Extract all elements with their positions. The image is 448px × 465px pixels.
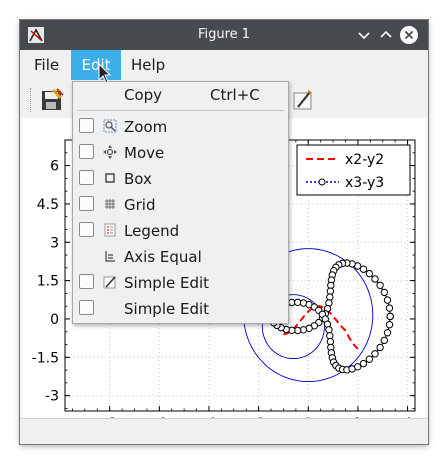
menu-bar: File Edit Help [20,50,428,80]
legend-label-x2y2: x2-y2 [345,152,384,168]
copy-shortcut: Ctrl+C [210,86,260,104]
copy-label: Copy [124,86,162,104]
edit-plot-icon[interactable] [290,87,316,113]
box-icon [103,171,117,185]
grid-checkbox[interactable] [79,196,94,211]
zoom-checkbox[interactable] [79,118,94,133]
status-bar [20,418,428,444]
series-x3-y3-marker [386,322,392,328]
axis-equal-label: Axis Equal [124,248,202,266]
menu-file[interactable]: File [27,50,66,80]
save-icon[interactable] [39,87,65,113]
series-x3-y3-marker [327,333,333,339]
series-x3-y3-marker [366,270,372,276]
y-tick-label: 6 [50,159,59,175]
menu-item-move[interactable]: Move [73,140,288,166]
series-x3-y3-marker [327,288,333,294]
menu-item-simple-edit[interactable]: Simple Edit [73,270,288,296]
menu-item-axis-equal[interactable]: Axis Equal [73,244,288,270]
series-x3-y3-marker [387,313,393,319]
close-icon[interactable] [398,24,420,46]
minimize-icon[interactable] [353,24,375,46]
axis-equal-icon [103,249,117,263]
series-x3-y3-marker [326,327,332,333]
menu-separator [77,110,284,111]
series-x3-y3-marker [381,289,387,295]
y-tick-label: -3 [45,389,59,405]
menu-edit[interactable]: Edit [71,50,121,80]
series-x3-y3-marker [381,337,387,343]
legend-icon [103,223,117,237]
box-label: Box [124,170,152,188]
move-icon [103,145,117,159]
legend-marker-x3y3 [319,179,325,185]
menu-item-zoom[interactable]: Zoom [73,114,288,140]
y-tick-label: 0 [50,312,59,328]
legend-checkbox[interactable] [79,222,94,237]
zoom-icon [103,119,117,133]
series-x3-y3-marker [384,297,390,303]
y-tick-label: 4.5 [37,197,59,213]
series-x3-y3-marker [377,344,383,350]
title-bar[interactable]: Figure 1 [20,20,428,50]
series-x3-y3-marker [366,356,372,362]
series-x3-y3-marker [377,282,383,288]
simple-edit-2-checkbox[interactable] [79,300,94,315]
move-checkbox[interactable] [79,144,94,159]
edit-menu-dropdown: Copy Ctrl+C Zoom Move Box Grid [72,81,289,324]
maximize-icon[interactable] [375,24,397,46]
simple-edit-icon [103,275,117,289]
simple-edit-2-label: Simple Edit [124,300,209,318]
menu-item-box[interactable]: Box [73,166,288,192]
y-tick-label: 1.5 [37,274,59,290]
series-x3-y3-marker [327,294,333,300]
series-x3-y3-marker [386,305,392,311]
series-x3-y3-marker [372,276,378,282]
box-checkbox[interactable] [79,170,94,185]
menu-help[interactable]: Help [124,50,172,80]
series-x3-y3-marker [360,360,366,366]
y-tick-label: -1.5 [32,350,59,366]
grid-icon [103,197,117,211]
legend: x2-y2 x3-y3 [297,145,410,195]
toolbar-handle[interactable] [30,88,33,112]
menu-item-copy[interactable]: Copy Ctrl+C [73,82,288,108]
simple-edit-checkbox[interactable] [79,274,94,289]
mouse-cursor-icon [98,63,112,85]
move-label: Move [124,144,164,162]
series-x3-y3-marker [372,351,378,357]
menu-item-simple-edit-2[interactable]: Simple Edit [73,296,288,322]
menu-item-grid[interactable]: Grid [73,192,288,218]
grid-label: Grid [124,196,155,214]
simple-edit-label: Simple Edit [124,274,209,292]
series-x3-y3-marker [384,330,390,336]
legend-label-x3y3: x3-y3 [345,175,384,191]
y-tick-label: 3 [50,235,59,251]
legend-label: Legend [124,222,179,240]
zoom-label: Zoom [124,118,167,136]
menu-item-legend[interactable]: Legend [73,218,288,244]
